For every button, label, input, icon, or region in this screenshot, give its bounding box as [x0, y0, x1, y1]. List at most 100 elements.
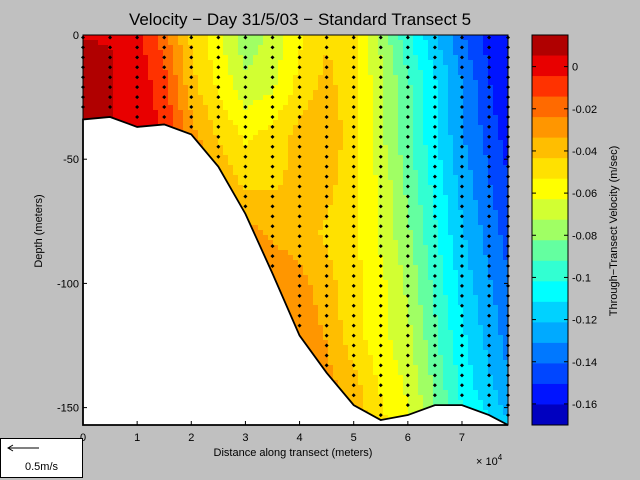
contour-cell	[363, 85, 369, 91]
contour-cell	[143, 85, 149, 91]
contour-cell	[183, 125, 189, 131]
contour-cell	[393, 230, 399, 236]
contour-cell	[388, 265, 394, 271]
contour-cell	[368, 270, 374, 276]
contour-cell	[258, 105, 264, 111]
contour-cell	[308, 220, 314, 226]
contour-cell	[363, 95, 369, 101]
contour-cell	[118, 60, 124, 66]
contour-cell	[283, 245, 289, 251]
contour-cell	[343, 220, 349, 226]
contour-cell	[253, 70, 259, 76]
contour-cell	[373, 110, 379, 116]
contour-cell	[263, 220, 269, 226]
contour-cell	[348, 325, 354, 331]
contour-cell	[113, 70, 119, 76]
contour-cell	[373, 295, 379, 301]
contour-cell	[213, 120, 219, 126]
contour-cell	[313, 85, 319, 91]
contour-cell	[338, 260, 344, 266]
contour-cell	[248, 95, 254, 101]
contour-cell	[343, 260, 349, 266]
contour-cell	[83, 80, 89, 86]
contour-cell	[238, 85, 244, 91]
contour-cell	[313, 325, 319, 331]
contour-cell	[253, 90, 259, 96]
contour-cell	[338, 220, 344, 226]
contour-cell	[268, 225, 274, 231]
contour-cell	[353, 55, 359, 61]
contour-cell	[343, 120, 349, 126]
contour-cell	[373, 380, 379, 386]
contour-cell	[333, 320, 339, 326]
contour-cell	[393, 305, 399, 311]
contour-cell	[368, 395, 374, 401]
contour-cell	[98, 50, 104, 56]
contour-cell	[333, 155, 339, 161]
contour-cell	[313, 170, 319, 176]
contour-cell	[83, 95, 89, 101]
contour-cell	[108, 60, 114, 66]
contour-cell	[338, 350, 344, 356]
contour-cell	[358, 370, 364, 376]
contour-cell	[268, 190, 274, 196]
contour-cell	[398, 235, 404, 241]
contour-cell	[213, 45, 219, 51]
contour-cell	[343, 300, 349, 306]
contour-cell	[248, 115, 254, 121]
contour-cell	[258, 155, 264, 161]
contour-cell	[278, 80, 284, 86]
contour-cell	[213, 140, 219, 146]
contour-cell	[373, 365, 379, 371]
contour-cell	[128, 100, 134, 106]
contour-cell	[308, 265, 314, 271]
contour-cell	[338, 70, 344, 76]
contour-cell	[353, 115, 359, 121]
contour-cell	[283, 185, 289, 191]
contour-cell	[298, 40, 304, 46]
contour-cell	[353, 385, 359, 391]
contour-cell	[348, 280, 354, 286]
contour-cell	[383, 415, 389, 421]
contour-cell	[388, 60, 394, 66]
contour-cell	[308, 65, 314, 71]
contour-cell	[398, 105, 404, 111]
contour-cell	[178, 65, 184, 71]
contour-cell	[388, 280, 394, 286]
contour-cell	[348, 370, 354, 376]
contour-cell	[383, 235, 389, 241]
contour-cell	[368, 55, 374, 61]
contour-cell	[338, 225, 344, 231]
contour-cell	[353, 325, 359, 331]
contour-cell	[218, 35, 224, 41]
contour-cell	[358, 225, 364, 231]
contour-cell	[348, 330, 354, 336]
contour-cell	[278, 130, 284, 136]
contour-cell	[373, 290, 379, 296]
contour-cell	[358, 175, 364, 181]
contour-cell	[218, 75, 224, 81]
contour-cell	[198, 140, 204, 146]
contour-cell	[393, 100, 399, 106]
contour-cell	[373, 115, 379, 121]
contour-cell	[183, 100, 189, 106]
contour-cell	[378, 80, 384, 86]
contour-cell	[398, 390, 404, 396]
contour-cell	[198, 115, 204, 121]
contour-cell	[233, 155, 239, 161]
contour-cell	[333, 190, 339, 196]
contour-cell	[113, 75, 119, 81]
contour-cell	[353, 265, 359, 271]
contour-cell	[373, 305, 379, 311]
contour-cell	[373, 210, 379, 216]
contour-cell	[308, 310, 314, 316]
contour-cell	[383, 280, 389, 286]
contour-cell	[338, 175, 344, 181]
contour-cell	[258, 90, 264, 96]
contour-cell	[283, 280, 289, 286]
contour-cell	[328, 305, 334, 311]
contour-cell	[263, 45, 269, 51]
contour-cell	[338, 75, 344, 81]
contour-cell	[393, 285, 399, 291]
